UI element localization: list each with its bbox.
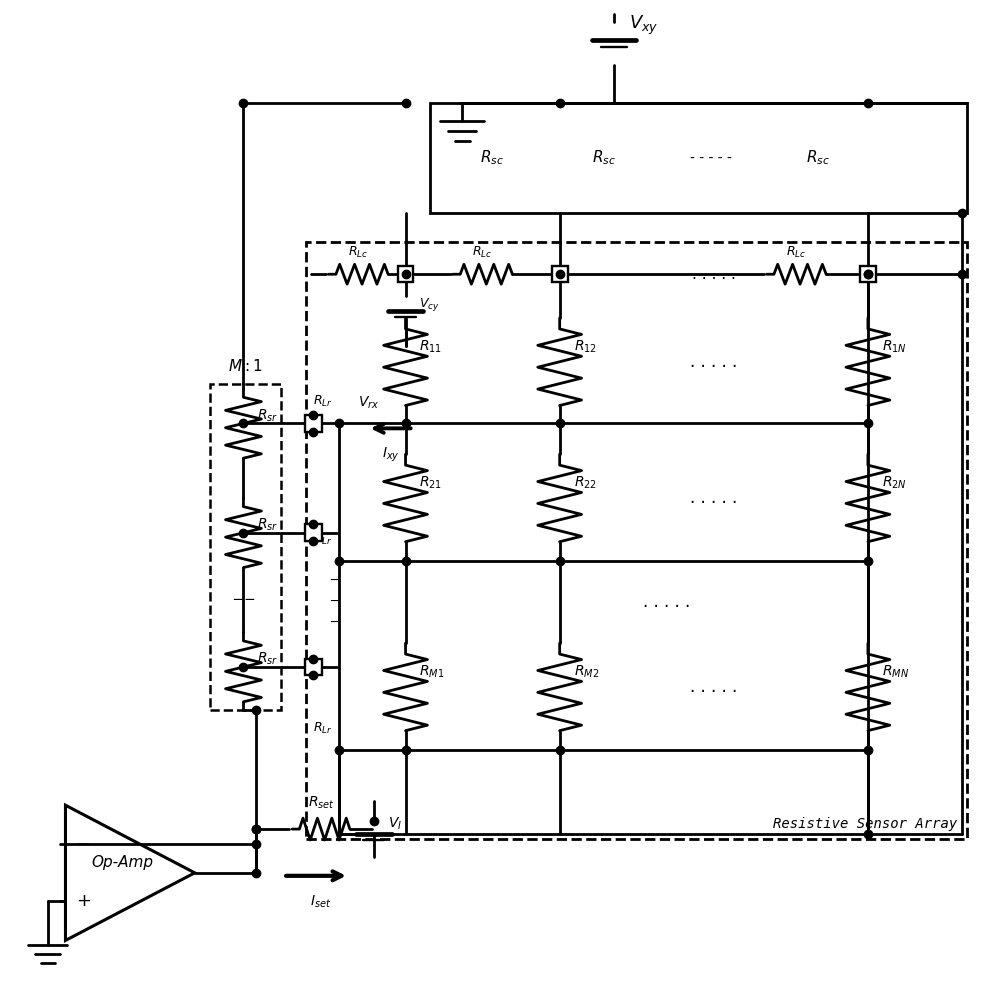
- Text: $R_{Lc}$: $R_{Lc}$: [786, 245, 806, 260]
- Text: . . . . .: . . . . .: [690, 678, 737, 696]
- Text: $R_{Lr}$: $R_{Lr}$: [313, 721, 333, 735]
- Text: $R_{11}$: $R_{11}$: [419, 338, 443, 355]
- Text: $M:1$: $M:1$: [228, 358, 263, 374]
- Text: $R_{sc}$: $R_{sc}$: [480, 148, 504, 167]
- Text: $R_{21}$: $R_{21}$: [419, 475, 443, 492]
- Text: $R_{12}$: $R_{12}$: [574, 338, 597, 355]
- Text: $V_{cy}$: $V_{cy}$: [419, 296, 440, 313]
- Bar: [430, 103, 967, 212]
- Text: $V_{xy}$: $V_{xy}$: [629, 14, 659, 37]
- Text: $R_{2N}$: $R_{2N}$: [882, 475, 907, 492]
- Text: $R_{Lc}$: $R_{Lc}$: [472, 245, 493, 260]
- Text: Resistive Sensor Array: Resistive Sensor Array: [773, 817, 957, 831]
- Text: −: −: [75, 835, 92, 854]
- Text: $R_{M1}$: $R_{M1}$: [419, 664, 445, 680]
- Text: +: +: [76, 893, 91, 910]
- Text: $R_{sr}$: $R_{sr}$: [257, 651, 279, 667]
- Text: $R_{sc}$: $R_{sc}$: [806, 148, 830, 167]
- Text: $R_{Lr}$: $R_{Lr}$: [313, 532, 333, 547]
- Text: $R_{sr}$: $R_{sr}$: [257, 517, 279, 533]
- Text: $R_{MN}$: $R_{MN}$: [882, 664, 909, 680]
- Text: $R_{1N}$: $R_{1N}$: [882, 338, 907, 355]
- Bar: [306, 243, 967, 839]
- Bar: [552, 266, 568, 282]
- Text: . . . . .: . . . . .: [643, 593, 690, 610]
- Bar: [860, 266, 876, 282]
- Bar: [210, 383, 281, 710]
- Text: $R_{set}$: $R_{set}$: [308, 795, 334, 811]
- Bar: [305, 659, 322, 675]
- Text: $R_{Lc}$: $R_{Lc}$: [348, 245, 368, 260]
- Text: $I_{set}$: $I_{set}$: [310, 894, 332, 910]
- Text: $R_{Lr}$: $R_{Lr}$: [313, 394, 333, 410]
- Text: . . . . .: . . . . .: [690, 489, 737, 507]
- Bar: [305, 415, 322, 432]
- Text: . . . . .: . . . . .: [692, 266, 736, 282]
- Text: $R_{M2}$: $R_{M2}$: [574, 664, 599, 680]
- Text: $I_{xy}$: $I_{xy}$: [382, 445, 399, 464]
- Text: $V_I$: $V_I$: [388, 816, 402, 833]
- Text: $V_{rx}$: $V_{rx}$: [358, 395, 379, 412]
- Text: ─ ─: ─ ─: [233, 593, 254, 607]
- Bar: [305, 524, 322, 542]
- Bar: [398, 266, 413, 282]
- Text: . . . . .: . . . . .: [690, 353, 737, 371]
- Text: ─
─
─: ─ ─ ─: [330, 574, 338, 629]
- Text: $R_{22}$: $R_{22}$: [574, 475, 597, 492]
- Text: - - - - -: - - - - -: [690, 151, 732, 165]
- Text: $R_{sc}$: $R_{sc}$: [592, 148, 616, 167]
- Text: $R_{sr}$: $R_{sr}$: [257, 407, 279, 424]
- Text: Op-Amp: Op-Amp: [91, 855, 153, 870]
